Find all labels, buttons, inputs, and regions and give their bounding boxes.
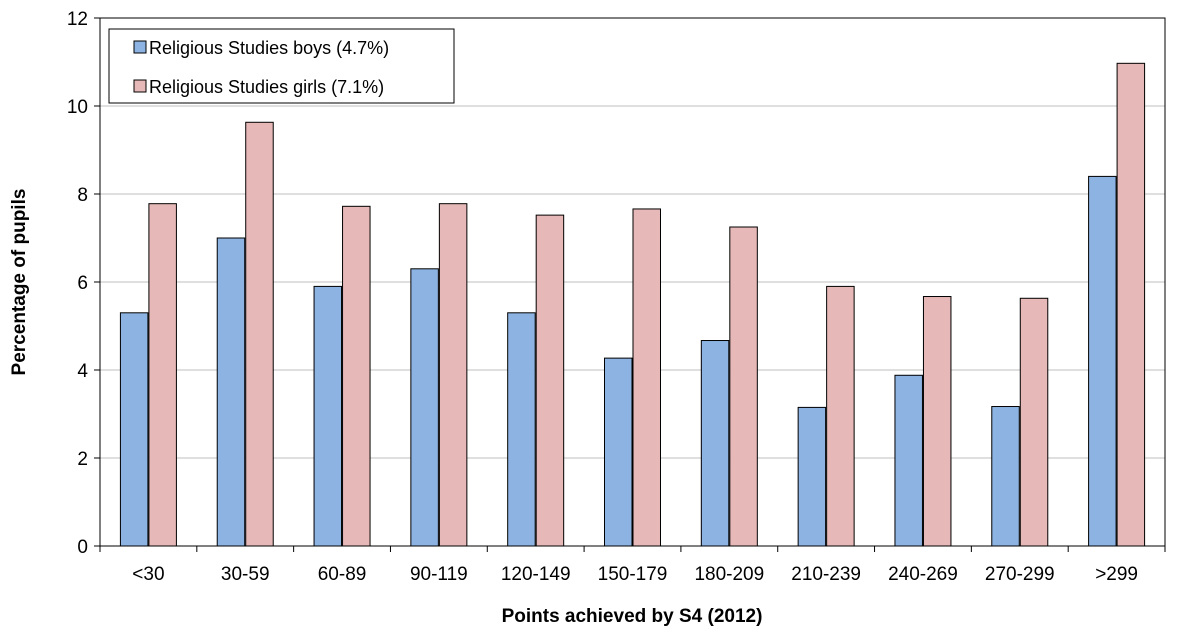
y-tick-label: 2 [77, 449, 88, 470]
bar-girls-5 [632, 208, 661, 547]
bar-girls-6 [729, 226, 758, 547]
bar-boys-5 [604, 357, 633, 547]
bar-girls-1 [245, 121, 274, 547]
bar-boys-3 [410, 268, 439, 547]
bar-girls-10 [1116, 62, 1146, 547]
y-tick-label: 4 [77, 361, 88, 382]
y-axis-title: Percentage of pupils [9, 189, 30, 376]
bars [119, 62, 1146, 547]
y-tick-label: 6 [77, 273, 88, 294]
bar-boys-10 [1088, 175, 1117, 547]
bar-girls-0 [148, 203, 177, 547]
x-tick-label: 270-299 [985, 564, 1055, 585]
bar-boys-2 [313, 285, 343, 547]
axes [94, 17, 1166, 552]
bar-boys-9 [991, 406, 1020, 547]
x-tick-label: 60-89 [318, 564, 367, 585]
bar-girls-9 [1019, 297, 1049, 547]
bar-girls-4 [535, 214, 565, 547]
x-tick-labels: <30 30-59 60-89 90-119 120-149 150-179 180-209… [132, 564, 1138, 585]
x-tick-label: <30 [132, 564, 164, 585]
y-tick-label: 12 [67, 9, 88, 30]
x-tick-label: 240-269 [888, 564, 958, 585]
bar-boys-8 [894, 374, 923, 547]
bar-girls-2 [342, 205, 371, 547]
y-tick-labels: 0 2 4 6 8 10 12 [67, 9, 89, 558]
y-tick-label: 8 [77, 185, 88, 206]
bar-boys-4 [507, 312, 536, 547]
bar-boys-6 [700, 340, 730, 547]
y-tick-label: 0 [77, 537, 88, 558]
legend-swatch-girls [133, 79, 147, 93]
x-tick-label: 120-149 [501, 564, 571, 585]
bar-boys-1 [216, 237, 246, 547]
x-axis-title: Points achieved by S4 (2012) [502, 606, 763, 627]
x-tick-label: >299 [1095, 564, 1138, 585]
legend-box [108, 28, 455, 104]
x-tick-label: 90-119 [410, 564, 468, 585]
y-tick-label: 10 [67, 97, 88, 118]
legend-label-girls: Religious Studies girls (7.1%) [149, 77, 384, 97]
x-tick-label: 30-59 [221, 564, 270, 585]
bar-boys-7 [797, 406, 827, 547]
bar-girls-8 [922, 296, 952, 547]
legend: Religious Studies boys (4.7%) Religious … [108, 28, 455, 104]
x-tick-label: 150-179 [598, 564, 668, 585]
bar-girls-7 [826, 285, 855, 547]
bar-boys-0 [119, 312, 149, 547]
legend-swatch-boys [133, 40, 147, 54]
bar-girls-3 [438, 203, 468, 547]
x-tick-label: 210-239 [791, 564, 861, 585]
x-tick-label: 180-209 [694, 564, 764, 585]
legend-label-boys: Religious Studies boys (4.7%) [149, 38, 389, 58]
